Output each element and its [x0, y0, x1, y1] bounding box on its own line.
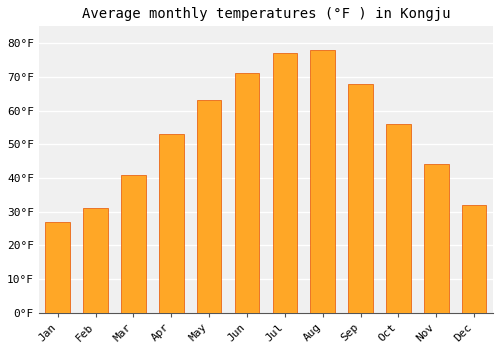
Bar — [348, 84, 373, 313]
Bar — [197, 100, 222, 313]
Bar — [46, 222, 70, 313]
Bar — [462, 205, 486, 313]
Bar — [424, 164, 448, 313]
Bar — [121, 175, 146, 313]
Title: Average monthly temperatures (°F ) in Kongju: Average monthly temperatures (°F ) in Ko… — [82, 7, 450, 21]
Bar — [310, 50, 335, 313]
Bar — [159, 134, 184, 313]
Bar — [386, 124, 410, 313]
Bar — [84, 208, 108, 313]
Bar — [234, 74, 260, 313]
Bar — [272, 53, 297, 313]
